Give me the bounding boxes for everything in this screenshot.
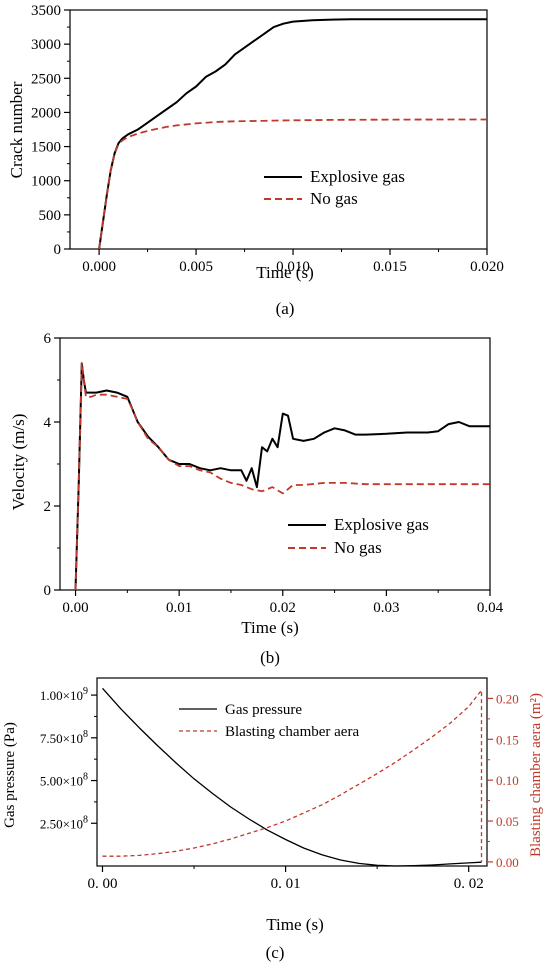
chart-panel-b: 0.00 0.01 0.02 0.03 0.04 0 2 4 6 Explosive gas No … xyxy=(9,331,504,667)
x-tick-label: 0.020 xyxy=(470,259,504,275)
plot-frame xyxy=(69,9,488,250)
y-tick-label: 2.50×108 xyxy=(40,814,88,831)
y-axis-title-b: Velocity (m/s) xyxy=(9,414,28,511)
x-tick-label: 0.04 xyxy=(477,600,504,616)
y-tick-label: 3500 xyxy=(31,3,61,19)
y-tick-label: 7.50×108 xyxy=(40,729,88,746)
x-tick-label: 0. 00 xyxy=(87,876,117,892)
x-axis-title-b: Time (s) xyxy=(241,618,298,637)
y-right-tick-label: 0.00 xyxy=(496,855,519,870)
x-tick-label: 0. 01 xyxy=(271,876,301,892)
y-tick-label: 3000 xyxy=(31,37,61,53)
panel-label-a: (a) xyxy=(276,299,295,318)
x-tick-label: 0.010 xyxy=(276,259,310,275)
plot-area-b: 0.00 0.01 0.02 0.03 0.04 0 2 4 6 Explosive gas No … xyxy=(44,331,504,616)
y-tick-label: 5.00×108 xyxy=(40,772,88,789)
legend-label: Explosive gas xyxy=(310,167,405,186)
x-tick-label: 0.01 xyxy=(166,600,192,616)
legend-label: Explosive gas xyxy=(334,515,429,534)
x-tick-label: 0.000 xyxy=(82,259,116,275)
x-tick-label: 0.02 xyxy=(270,600,296,616)
legend-label: Blasting chamber aera xyxy=(225,724,359,740)
plot-area-a: 0.000 0.005 0.010 0.015 0.020 0 500 1000 1500 200… xyxy=(31,3,504,275)
x-tick-label: 0.015 xyxy=(373,259,407,275)
y-axis-title-c: Gas pressure (Pa) xyxy=(2,722,18,828)
series-line-secondary xyxy=(102,689,483,862)
panel-label-b: (b) xyxy=(260,648,280,667)
legend-label: No gas xyxy=(310,189,358,208)
legend-label: No gas xyxy=(334,538,382,557)
y-right-tick-label: 0.10 xyxy=(496,773,519,788)
series-line-secondary xyxy=(74,362,490,591)
y-tick-label: 500 xyxy=(39,208,62,224)
x-tick-label: 0. 02 xyxy=(454,876,484,892)
y-right-tick-label: 0.05 xyxy=(496,814,519,829)
y-right-tick-label: 0.15 xyxy=(496,732,519,747)
legend-label: Gas pressure xyxy=(225,702,302,718)
y-tick-label: 2000 xyxy=(31,105,61,121)
x-axis-title-c: Time (s) xyxy=(266,915,323,934)
x-tick-label: 0.03 xyxy=(373,600,399,616)
series-line-secondary xyxy=(98,118,487,250)
x-tick-label: 0.00 xyxy=(62,600,88,616)
plot-area-c: 0. 00 0. 01 0. 02 2.50×108 5.00×108 7.50×108 1… xyxy=(40,677,519,892)
series-line-primary xyxy=(98,18,487,250)
y-tick-label: 1000 xyxy=(31,174,61,190)
y-axis-title-right-c: Blasting chamber aera (m²) xyxy=(528,693,544,857)
chart-panel-c: 0. 00 0. 01 0. 02 2.50×108 5.00×108 7.50×108 1… xyxy=(2,677,544,962)
y-tick-label: 0 xyxy=(54,242,62,258)
y-tick-label: 6 xyxy=(44,331,52,347)
y-tick-label: 0 xyxy=(44,583,52,599)
y-tick-label: 1500 xyxy=(31,140,61,156)
y-tick-label: 2 xyxy=(44,499,52,515)
plot-frame xyxy=(59,337,491,591)
panel-label-c: (c) xyxy=(266,943,285,962)
y-right-tick-label: 0.20 xyxy=(496,691,519,706)
series-line-primary xyxy=(102,687,482,867)
y-tick-label: 1.00×109 xyxy=(40,686,88,703)
series-line-primary xyxy=(74,362,490,591)
x-tick-label: 0.005 xyxy=(179,259,213,275)
y-axis-title-a: Crack number xyxy=(7,81,26,178)
plot-frame xyxy=(96,677,488,867)
y-tick-label: 2500 xyxy=(31,71,61,87)
y-tick-label: 4 xyxy=(44,415,52,431)
x-axis-title-a: Time (s) xyxy=(256,263,313,282)
chart-panel-a: 0.000 0.005 0.010 0.015 0.020 0 500 1000 1500 200… xyxy=(7,3,504,318)
